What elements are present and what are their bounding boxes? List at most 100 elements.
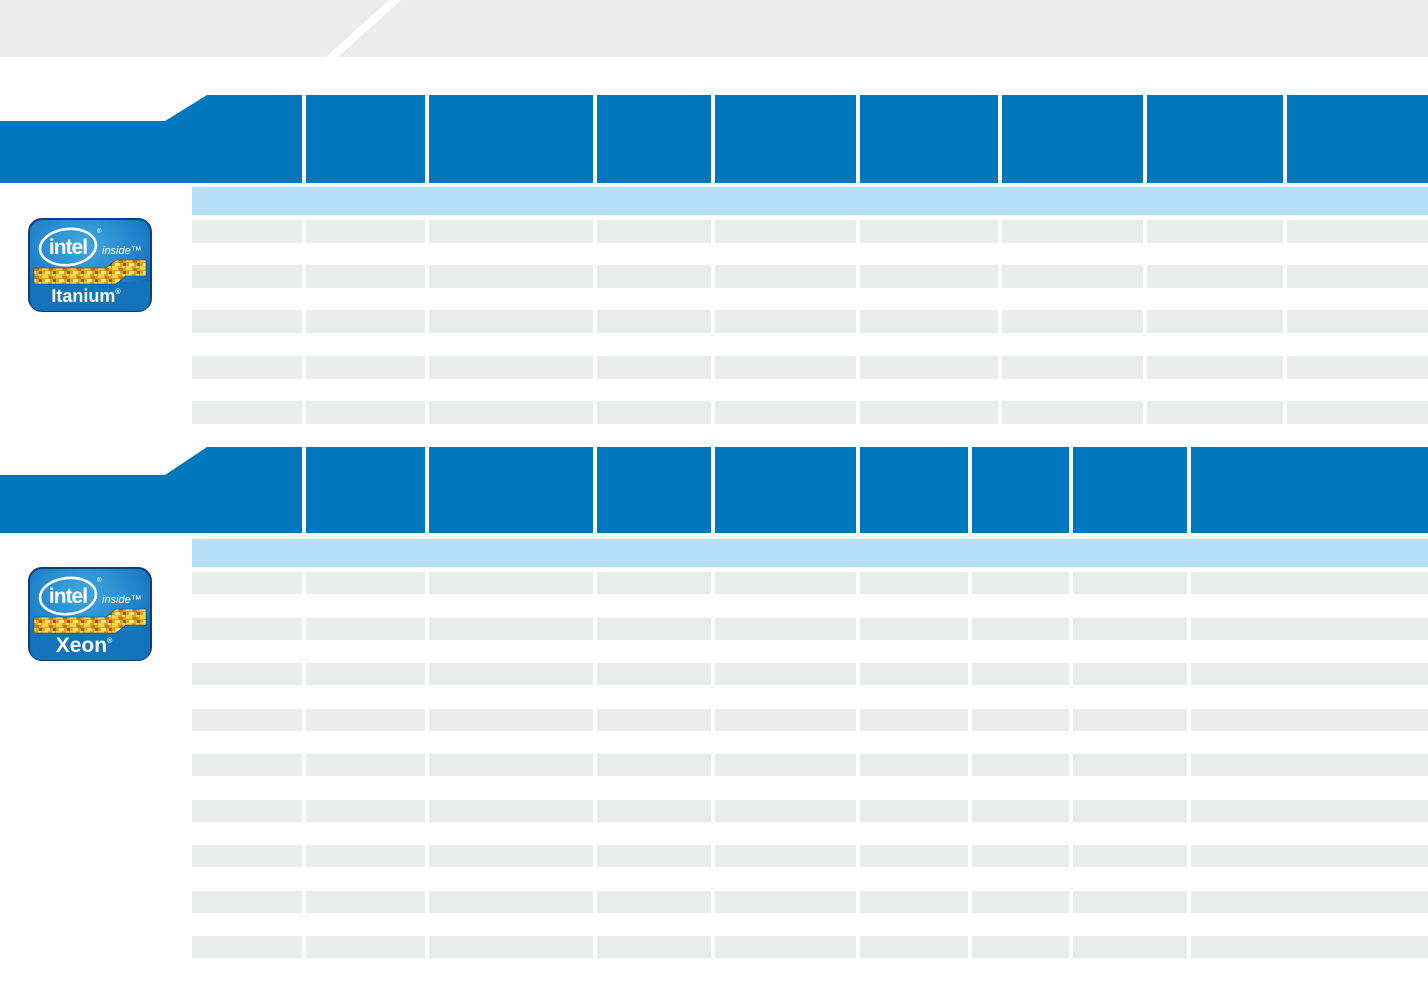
xeon-cell-r8-c7 bbox=[972, 891, 1069, 913]
itanium-cell-r4-c5 bbox=[715, 356, 856, 379]
xeon-cell-r2-c4 bbox=[597, 618, 711, 640]
itanium-cell-r3-c5 bbox=[715, 310, 856, 333]
itanium-cell-r5-c7 bbox=[1002, 401, 1143, 424]
xeon-cell-r8-c1 bbox=[192, 891, 302, 913]
xeon-cell-r1-c4 bbox=[597, 572, 711, 594]
itanium-cell-r5-c3 bbox=[429, 401, 593, 424]
xeon-cell-r8-c3 bbox=[429, 891, 593, 913]
die-strip-icon bbox=[33, 608, 147, 634]
itanium-cell-r3-c2 bbox=[306, 310, 425, 333]
itanium-cell-r5-c6 bbox=[860, 401, 998, 424]
xeon-cell-r7-c2 bbox=[306, 845, 425, 867]
top-banner bbox=[0, 0, 1428, 57]
intel-oval-icon bbox=[38, 576, 98, 616]
itanium-cell-r5-c8 bbox=[1147, 401, 1283, 424]
xeon-cell-r1-c6 bbox=[860, 572, 968, 594]
xeon-cell-r3-c2 bbox=[306, 663, 425, 685]
itanium-header-cell-5 bbox=[715, 95, 856, 183]
xeon-cell-r9-c8 bbox=[1073, 936, 1187, 958]
xeon-header-cell-6 bbox=[860, 447, 968, 533]
xeon-cell-r6-c4 bbox=[597, 800, 711, 822]
xeon-header-cell-8 bbox=[1073, 447, 1187, 533]
xeon-cell-r6-c2 bbox=[306, 800, 425, 822]
xeon-cell-r9-c7 bbox=[972, 936, 1069, 958]
xeon-cell-r9-c4 bbox=[597, 936, 711, 958]
itanium-header-cell-7 bbox=[1002, 95, 1143, 183]
xeon-cell-r4-c8 bbox=[1073, 709, 1187, 731]
itanium-cell-r1-c3 bbox=[429, 220, 593, 243]
itanium-cell-r4-c6 bbox=[860, 356, 998, 379]
xeon-cell-r6-c8 bbox=[1073, 800, 1187, 822]
xeon-cell-r3-c7 bbox=[972, 663, 1069, 685]
xeon-cell-r3-c5 bbox=[715, 663, 856, 685]
xeon-cell-r5-c3 bbox=[429, 754, 593, 776]
xeon-cell-r5-c6 bbox=[860, 754, 968, 776]
product-registered-mark: ® bbox=[115, 288, 121, 296]
xeon-cell-r2-c2 bbox=[306, 618, 425, 640]
itanium-cell-r4-c1 bbox=[192, 356, 302, 379]
itanium-cell-r2-c3 bbox=[429, 265, 593, 288]
product-name: Xeon bbox=[56, 634, 107, 657]
itanium-subheader-row bbox=[192, 187, 1428, 215]
xeon-cell-r1-c9 bbox=[1191, 572, 1428, 594]
xeon-cell-r3-c9 bbox=[1191, 663, 1428, 685]
intel-registered-mark: ® bbox=[97, 228, 102, 235]
xeon-cell-r4-c3 bbox=[429, 709, 593, 731]
itanium-cell-r3-c8 bbox=[1147, 310, 1283, 333]
xeon-cell-r2-c7 bbox=[972, 618, 1069, 640]
xeon-cell-r5-c4 bbox=[597, 754, 711, 776]
itanium-cell-r1-c6 bbox=[860, 220, 998, 243]
intel-registered-mark: ® bbox=[97, 577, 102, 584]
itanium-header-cell-3 bbox=[429, 95, 593, 183]
xeon-cell-r1-c5 bbox=[715, 572, 856, 594]
itanium-cell-r4-c4 bbox=[597, 356, 711, 379]
itanium-cell-r1-c8 bbox=[1147, 220, 1283, 243]
xeon-cell-r6-c6 bbox=[860, 800, 968, 822]
xeon-cell-r6-c5 bbox=[715, 800, 856, 822]
product-registered-mark: ® bbox=[107, 637, 113, 645]
itanium-cell-r4-c2 bbox=[306, 356, 425, 379]
xeon-subheader-row bbox=[192, 539, 1428, 567]
itanium-cell-r1-c2 bbox=[306, 220, 425, 243]
itanium-cell-r1-c7 bbox=[1002, 220, 1143, 243]
xeon-cell-r4-c6 bbox=[860, 709, 968, 731]
banner-background bbox=[0, 0, 1428, 57]
xeon-header-cell-9 bbox=[1191, 447, 1428, 533]
xeon-cell-r6-c3 bbox=[429, 800, 593, 822]
intel-xeon-logo: intel ® inside™ Xeon® bbox=[28, 567, 152, 661]
itanium-cell-r3-c6 bbox=[860, 310, 998, 333]
xeon-cell-r7-c9 bbox=[1191, 845, 1428, 867]
xeon-cell-r2-c9 bbox=[1191, 618, 1428, 640]
itanium-cell-r1-c5 bbox=[715, 220, 856, 243]
xeon-cell-r9-c1 bbox=[192, 936, 302, 958]
xeon-cell-r9-c9 bbox=[1191, 936, 1428, 958]
xeon-cell-r7-c6 bbox=[860, 845, 968, 867]
itanium-header-cell-8 bbox=[1147, 95, 1283, 183]
intel-itanium-logo: intel ® inside™ Itanium® bbox=[28, 218, 152, 312]
xeon-header-cell-3 bbox=[429, 447, 593, 533]
xeon-spec-table bbox=[0, 447, 1428, 958]
intel-oval-icon bbox=[38, 227, 98, 267]
xeon-header-cell-5 bbox=[715, 447, 856, 533]
itanium-cell-r2-c2 bbox=[306, 265, 425, 288]
xeon-cell-r7-c3 bbox=[429, 845, 593, 867]
intel-brand-text: intel bbox=[49, 585, 87, 608]
xeon-cell-r5-c5 bbox=[715, 754, 856, 776]
itanium-cell-r3-c4 bbox=[597, 310, 711, 333]
product-text: Xeon® bbox=[56, 634, 113, 657]
itanium-cell-r4-c3 bbox=[429, 356, 593, 379]
xeon-cell-r2-c6 bbox=[860, 618, 968, 640]
xeon-cell-r7-c7 bbox=[972, 845, 1069, 867]
itanium-cell-r2-c7 bbox=[1002, 265, 1143, 288]
xeon-cell-r2-c5 bbox=[715, 618, 856, 640]
itanium-cell-r5-c4 bbox=[597, 401, 711, 424]
xeon-cell-r3-c3 bbox=[429, 663, 593, 685]
xeon-cell-r2-c1 bbox=[192, 618, 302, 640]
xeon-cell-r4-c2 bbox=[306, 709, 425, 731]
xeon-cell-r4-c5 bbox=[715, 709, 856, 731]
itanium-cell-r4-c9 bbox=[1287, 356, 1428, 379]
xeon-cell-r5-c7 bbox=[972, 754, 1069, 776]
xeon-cell-r9-c3 bbox=[429, 936, 593, 958]
xeon-cell-r5-c9 bbox=[1191, 754, 1428, 776]
xeon-cell-r1-c3 bbox=[429, 572, 593, 594]
